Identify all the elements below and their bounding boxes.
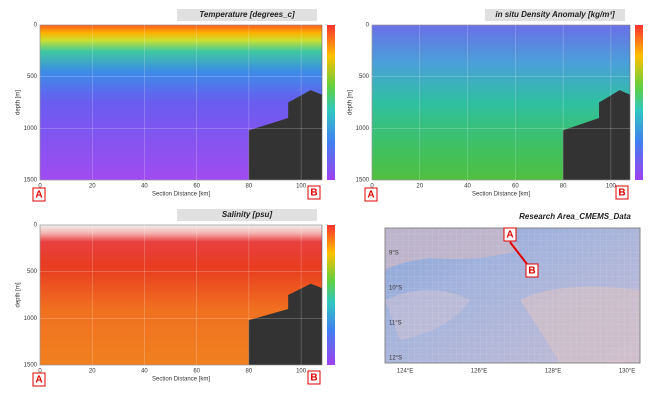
map-panel	[385, 228, 640, 363]
x-tick-label: 40	[141, 369, 148, 375]
point-b: B	[528, 266, 535, 277]
x-tick-label: 60	[193, 184, 200, 190]
x-axis-label: Section Distance [km]	[152, 192, 210, 198]
colorbar	[327, 25, 335, 180]
start-marker: A	[367, 190, 374, 201]
figure: 020406080100050010001500Temperature [deg…	[0, 0, 658, 394]
y-tick-label: 500	[27, 74, 38, 80]
y-tick-label: 500	[359, 74, 370, 80]
x-axis-label: Section Distance [km]	[152, 377, 210, 383]
panel-title: Temperature [degrees_c]	[199, 10, 295, 19]
x-tick-label: 20	[89, 369, 96, 375]
y-tick-label: 1500	[24, 363, 38, 369]
map-title: Research Area_CMEMS_Data	[519, 212, 631, 221]
y-tick-label: 1500	[24, 178, 38, 184]
y-axis-label: depth [m]	[16, 90, 22, 115]
y-tick-label: 1000	[356, 126, 370, 132]
y-tick-label: 1000	[24, 126, 38, 132]
panel-title: Salinity [psu]	[222, 210, 273, 219]
x-tick-label: 80	[560, 184, 567, 190]
y-tick-label: 0	[34, 223, 38, 229]
x-tick-label: 60	[193, 369, 200, 375]
end-marker: B	[310, 373, 317, 384]
y-axis-label: depth [m]	[16, 282, 22, 307]
end-marker: B	[310, 188, 317, 199]
panel-title: in situ Density Anomaly [kg/m³]	[495, 10, 615, 19]
x-tick-label: 40	[141, 184, 148, 190]
lon-label: 128°E	[545, 369, 561, 375]
y-tick-label: 1500	[356, 178, 370, 184]
y-tick-label: 0	[366, 23, 370, 29]
x-tick-label: 20	[89, 184, 96, 190]
y-tick-label: 500	[27, 269, 38, 275]
x-tick-label: 20	[416, 184, 423, 190]
start-marker: A	[35, 190, 42, 201]
x-tick-label: 100	[606, 184, 617, 190]
lat-label: 11°S	[389, 321, 402, 327]
x-tick-label: 100	[296, 369, 307, 375]
lat-label: 9°S	[389, 251, 399, 257]
end-marker: B	[618, 188, 625, 199]
x-axis-label: Section Distance [km]	[472, 192, 530, 198]
lon-label: 124°E	[397, 369, 413, 375]
start-marker: A	[35, 375, 42, 386]
x-tick-label: 40	[464, 184, 471, 190]
lon-label: 126°E	[471, 369, 487, 375]
colorbar	[635, 25, 643, 180]
point-a: A	[506, 230, 513, 241]
y-tick-label: 0	[34, 23, 38, 29]
y-tick-label: 1000	[24, 316, 38, 322]
colorbar	[327, 225, 335, 365]
map-grid	[385, 228, 640, 363]
x-tick-label: 80	[246, 184, 253, 190]
lon-label: 130°E	[619, 369, 635, 375]
x-tick-label: 100	[296, 184, 307, 190]
y-axis-label: depth [m]	[348, 90, 354, 115]
lat-label: 12°S	[389, 356, 402, 362]
x-tick-label: 60	[512, 184, 519, 190]
lat-label: 10°S	[389, 286, 402, 292]
x-tick-label: 80	[246, 369, 253, 375]
